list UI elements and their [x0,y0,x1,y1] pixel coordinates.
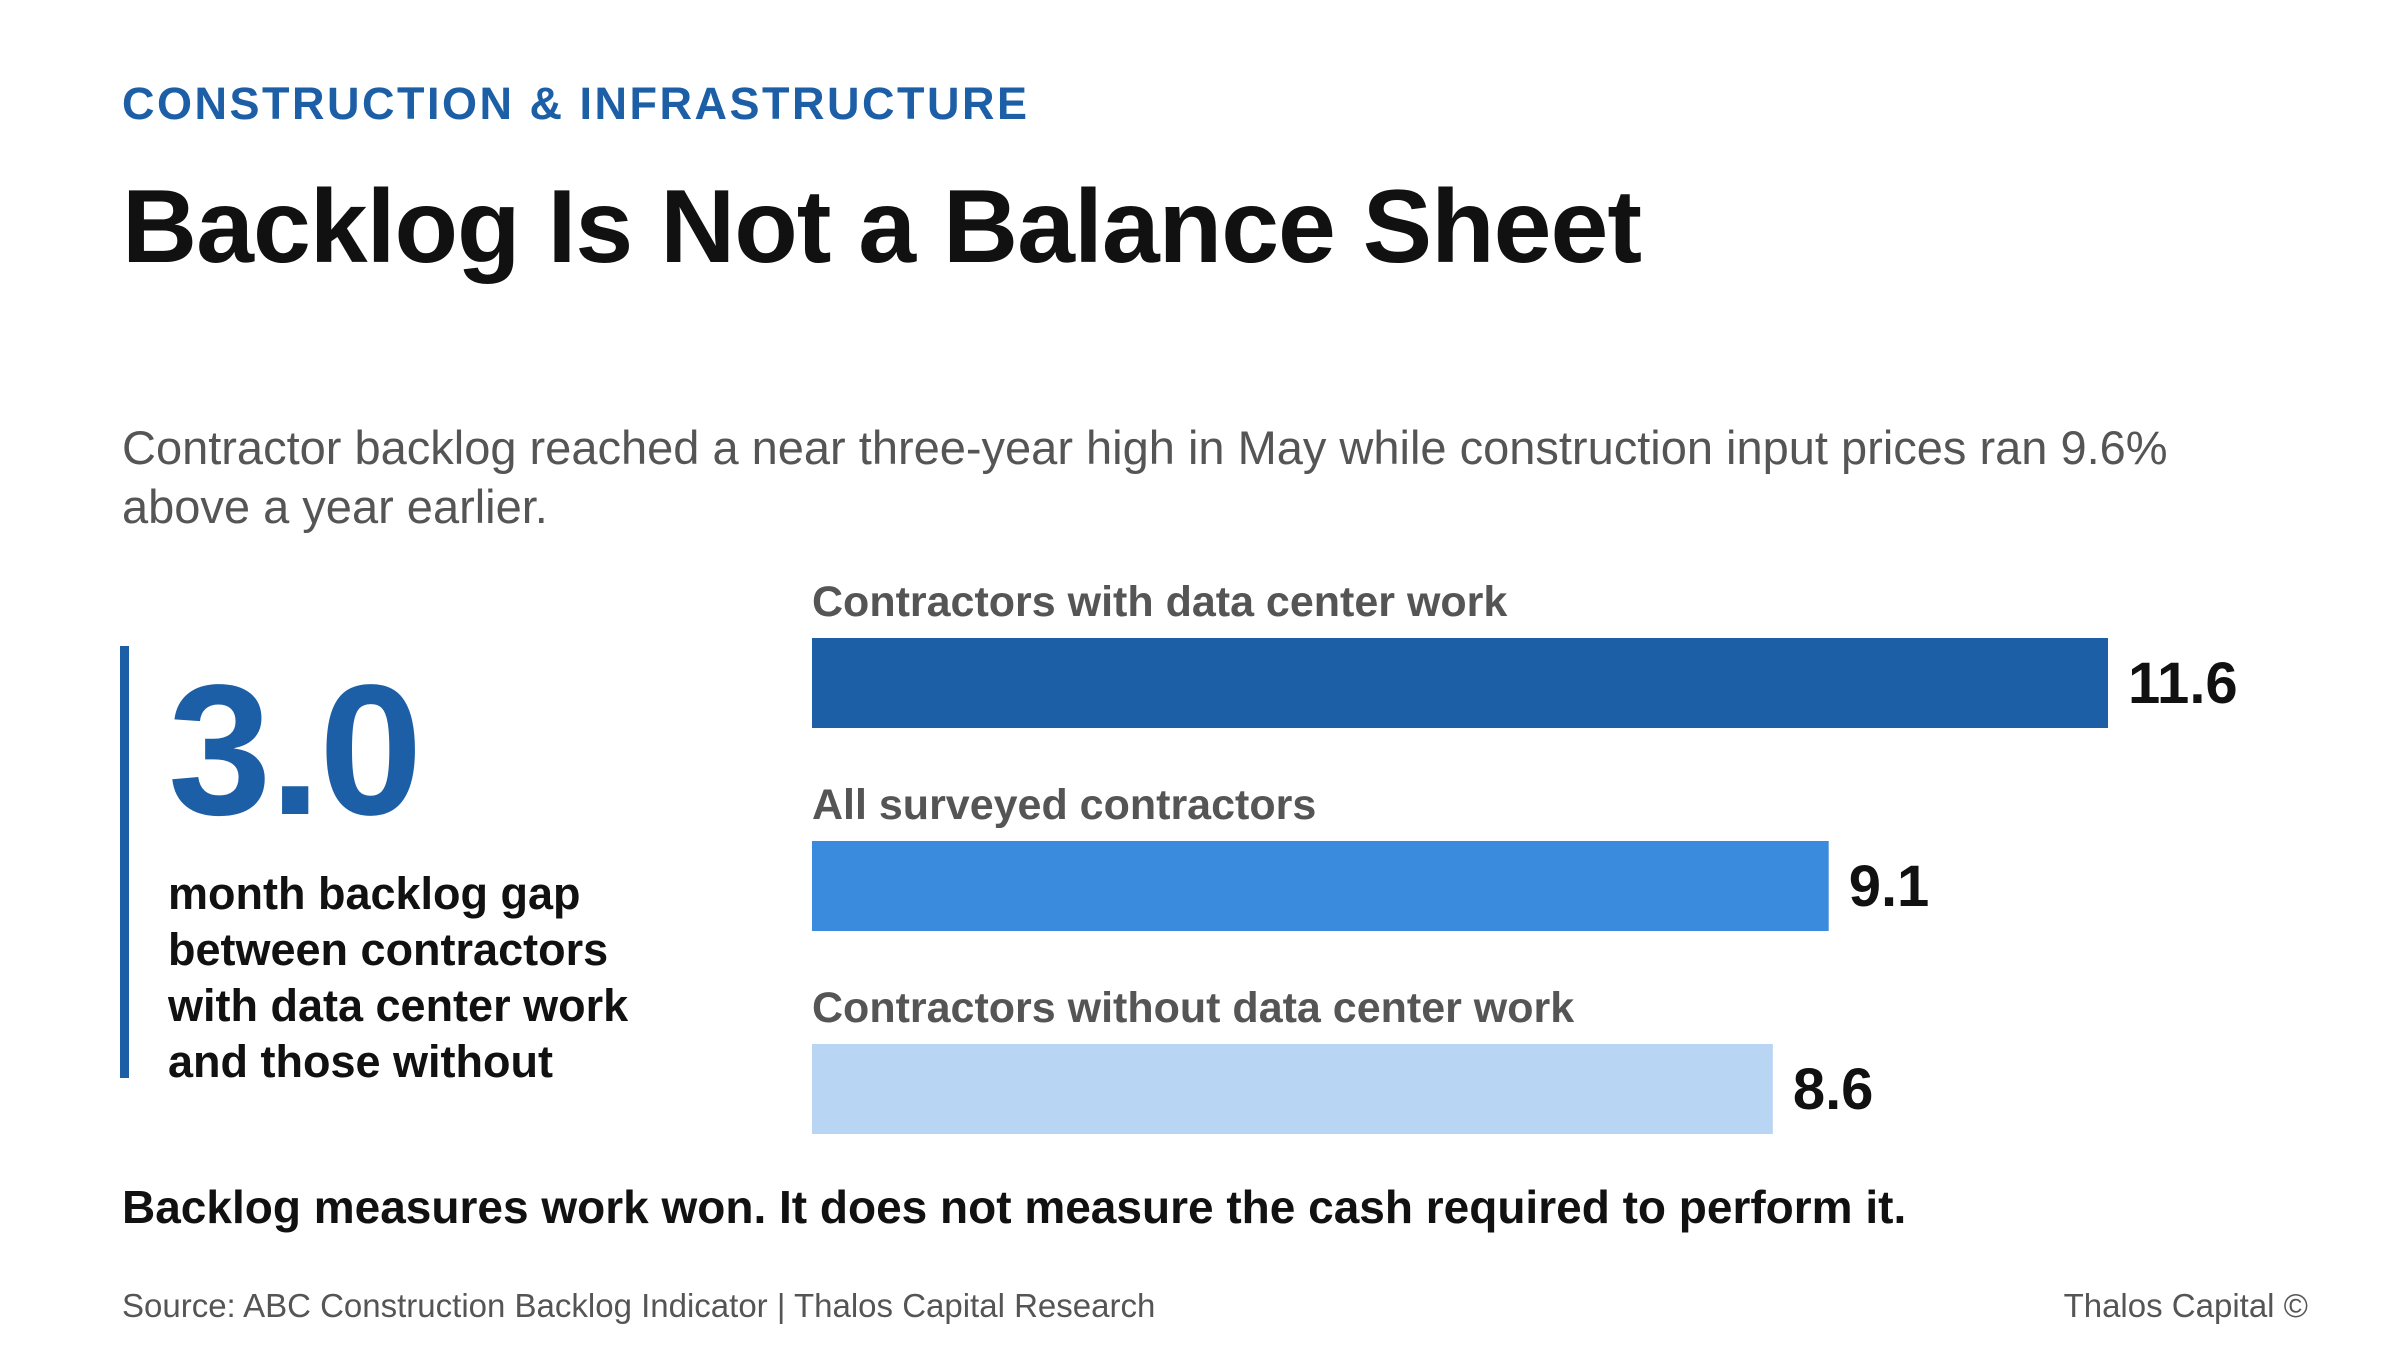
bar-category-label: Contractors with data center work [812,578,1507,626]
source-note: Source: ABC Construction Backlog Indicat… [122,1287,1156,1324]
bar-value-label: 8.6 [1793,1057,1874,1122]
bar [812,841,1829,931]
bar-value-label: 9.1 [1849,854,1930,919]
page-subtitle: Contractor backlog reached a near three-… [122,421,2168,533]
copyright-credit: Thalos Capital © [2063,1287,2308,1324]
bar-category-label: Contractors without data center work [812,984,1574,1032]
callout-description: month backlog gap between contractors wi… [168,868,629,1087]
bar [812,1044,1773,1134]
bar [812,638,2108,728]
page-title: Backlog Is Not a Balance Sheet [122,169,1642,285]
section-kicker: CONSTRUCTION & INFRASTRUCTURE [122,78,1030,129]
callout-block: 3.0 month backlog gap between contractor… [120,646,680,1087]
callout-value: 3.0 [168,647,423,854]
takeaway-text: Backlog measures work won. It does not m… [122,1181,1907,1233]
bar-value-label: 11.6 [2128,651,2238,716]
bar-category-label: All surveyed contractors [812,781,1316,829]
